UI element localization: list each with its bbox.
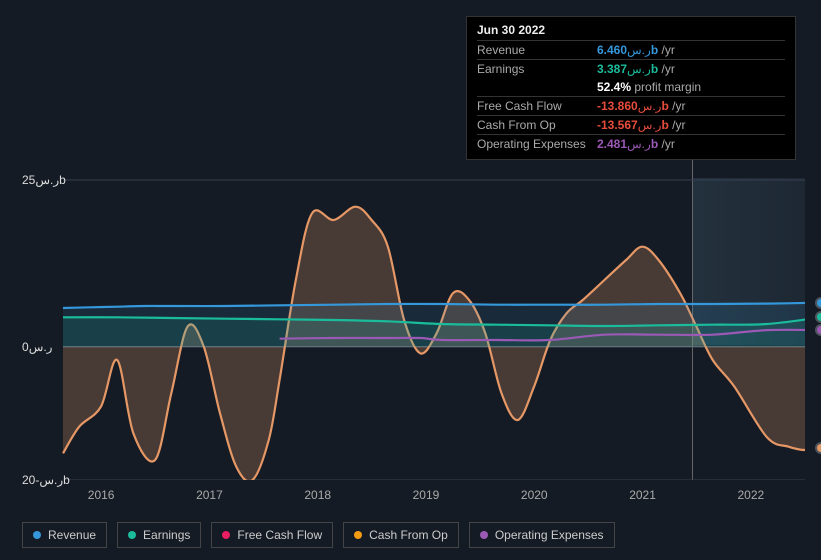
x-tick-label: 2022: [737, 488, 764, 502]
chart-svg: [16, 160, 805, 480]
series-endpoint: [817, 326, 821, 334]
legend-dot: [33, 531, 41, 539]
series-endpoint: [817, 444, 821, 452]
x-tick-label: 2020: [521, 488, 548, 502]
chart-tooltip: Jun 30 2022 Revenue6.460ر.سb /yrEarnings…: [466, 16, 796, 160]
chart-area[interactable]: [16, 160, 805, 480]
x-axis-labels: 2016 2017 2018 2019 2020 2021 2022: [47, 488, 805, 502]
legend-label: Cash From Op: [369, 528, 448, 542]
series-endpoint: [817, 313, 821, 321]
legend-item-operating-expenses[interactable]: Operating Expenses: [469, 522, 615, 548]
tooltip-date: Jun 30 2022: [477, 23, 785, 40]
legend-item-revenue[interactable]: Revenue: [22, 522, 107, 548]
legend-item-earnings[interactable]: Earnings: [117, 522, 201, 548]
y-tick-label: ر.س25b: [22, 173, 66, 187]
tooltip-row: Cash From Op-13.567ر.سb /yr: [477, 115, 785, 134]
legend-label: Operating Expenses: [495, 528, 604, 542]
x-tick-label: 2019: [413, 488, 440, 502]
legend-dot: [222, 531, 230, 539]
x-tick-label: 2018: [304, 488, 331, 502]
legend-dot: [128, 531, 136, 539]
tooltip-row: Earnings3.387ر.سb /yr: [477, 59, 785, 78]
legend-item-cash-from-op[interactable]: Cash From Op: [343, 522, 459, 548]
legend-label: Revenue: [48, 528, 96, 542]
tooltip-row: 52.4% profit margin: [477, 78, 785, 96]
legend-dot: [480, 531, 488, 539]
x-tick-label: 2017: [196, 488, 223, 502]
tooltip-row: Free Cash Flow-13.860ر.سb /yr: [477, 96, 785, 115]
legend-label: Free Cash Flow: [237, 528, 322, 542]
y-tick-label: ر.س0: [22, 340, 52, 354]
tooltip-row: Revenue6.460ر.سb /yr: [477, 40, 785, 59]
x-tick-label: 2016: [88, 488, 115, 502]
x-tick-label: 2021: [629, 488, 656, 502]
legend: Revenue Earnings Free Cash Flow Cash From O…: [22, 522, 615, 548]
legend-dot: [354, 531, 362, 539]
legend-label: Earnings: [143, 528, 190, 542]
legend-item-free-cash-flow[interactable]: Free Cash Flow: [211, 522, 333, 548]
series-endpoint: [817, 299, 821, 307]
y-tick-label: ر.س-20b: [22, 473, 70, 487]
tooltip-row: Operating Expenses2.481ر.سb /yr: [477, 134, 785, 153]
tooltip-rows: Revenue6.460ر.سb /yrEarnings3.387ر.سb /y…: [477, 40, 785, 153]
